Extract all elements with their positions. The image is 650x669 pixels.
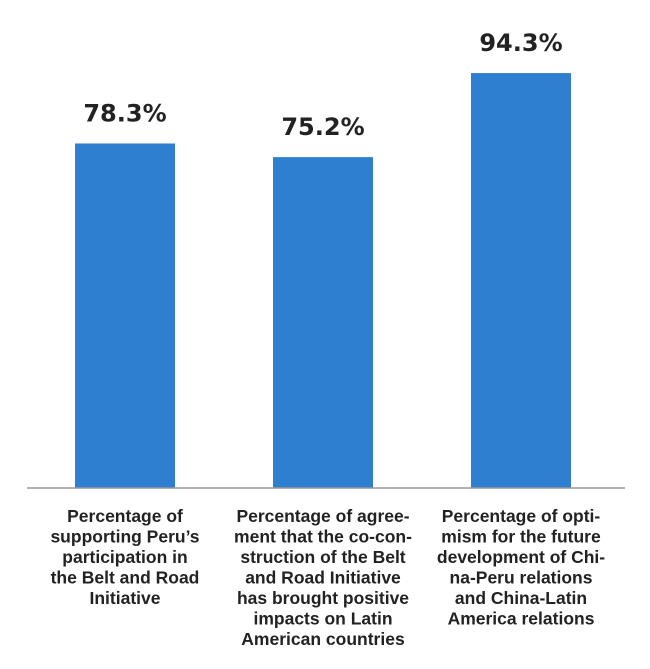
category-label-3: Percentage of opti-mism for the future de… <box>437 506 605 629</box>
bar-1 <box>75 143 175 489</box>
category-label-2-line-4: and Road Initiative <box>245 568 401 588</box>
category-label-3-line-3: development of Chi- <box>437 547 605 567</box>
category-label-1-line-3: participation in <box>62 547 187 567</box>
category-label-1: Percentage of supporting Peru’s participat… <box>50 506 199 608</box>
category-label-3-line-6: America relations <box>448 609 595 629</box>
category-label-3-line-5: and China-Latin <box>455 588 587 608</box>
category-label-1-line-2: supporting Peru’s <box>50 527 199 547</box>
category-labels-group: Percentage of supporting Peru’s participat… <box>50 506 605 649</box>
category-label-2-line-5: has brought positive <box>237 588 409 608</box>
value-label-2: 75.2% <box>281 113 364 141</box>
value-label-3: 94.3% <box>479 29 562 57</box>
category-label-2: Percentage of agree-ment that the co-con… <box>234 506 412 649</box>
value-labels-group: 78.3% 75.2% 94.3% <box>83 29 562 141</box>
category-label-1-line-5: Initiative <box>90 588 161 608</box>
category-label-3-line-4: na-Peru relations <box>450 568 593 588</box>
category-label-3-line-2: mism for the future <box>441 527 601 547</box>
bars-group <box>75 73 571 489</box>
category-label-2-line-2: ment that the co-con- <box>234 527 412 547</box>
category-label-1-line-4: the Belt and Road <box>51 568 200 588</box>
bar-3 <box>471 73 571 488</box>
category-label-1-line-1: Percentage of <box>67 506 183 526</box>
category-label-2-line-1: Percentage of agree- <box>236 506 409 526</box>
category-label-2-line-6: impacts on Latin <box>253 609 392 629</box>
category-label-3-line-1: Percentage of opti- <box>442 506 601 526</box>
category-label-2-line-7: American countries <box>241 629 405 649</box>
category-label-2-line-3: struction of the Belt <box>240 547 405 567</box>
value-label-1: 78.3% <box>83 99 166 127</box>
bar-2 <box>273 157 373 488</box>
